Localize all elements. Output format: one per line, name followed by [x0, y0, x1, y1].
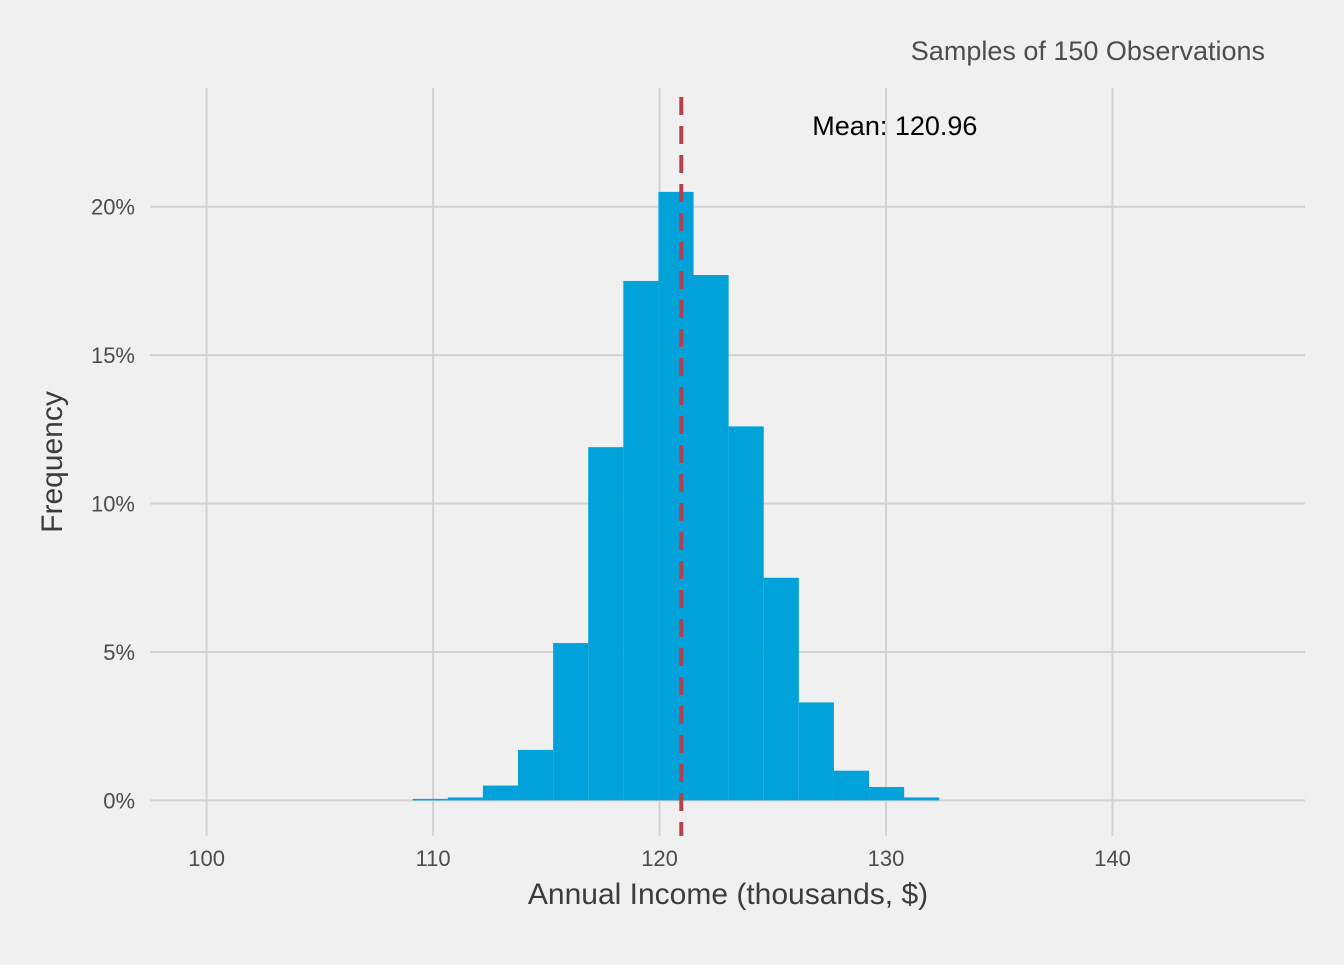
histogram-bar — [763, 577, 799, 801]
histogram-bar — [798, 702, 834, 801]
histogram-bar — [693, 275, 729, 801]
histogram-bars — [412, 191, 940, 801]
y-tick-label: 10% — [91, 492, 135, 517]
y-tick-label: 15% — [91, 343, 135, 368]
histogram-bar — [904, 797, 940, 801]
mean-label: Mean: 120.96 — [812, 111, 977, 141]
histogram-bar — [588, 447, 624, 801]
histogram-bar — [518, 749, 554, 801]
x-tick-label: 130 — [868, 846, 905, 871]
histogram-bar — [728, 426, 764, 801]
histogram-bar — [623, 280, 659, 801]
histogram-bar — [658, 191, 694, 801]
chart-title: Samples of 150 Observations — [911, 36, 1265, 66]
histogram-bar — [447, 797, 483, 801]
x-tick-label: 100 — [188, 846, 225, 871]
x-tick-label: 140 — [1094, 846, 1131, 871]
x-axis-title: Annual Income (thousands, $) — [528, 878, 928, 911]
tick-labels: 100 110 120 130 140 0% 5% 10% 15% 20% — [91, 195, 1131, 871]
mean-marker: Mean: 120.96 — [679, 97, 977, 836]
histogram-bar — [553, 643, 589, 801]
histogram-bar — [482, 785, 519, 801]
histogram-bar — [869, 787, 905, 801]
histogram-bar — [833, 770, 870, 801]
y-tick-label: 20% — [91, 195, 135, 220]
y-axis-title: Frequency — [36, 391, 69, 533]
y-tick-label: 0% — [103, 788, 135, 813]
x-tick-label: 120 — [641, 846, 678, 871]
x-tick-label: 110 — [416, 846, 451, 871]
histogram-bar — [412, 798, 448, 801]
y-tick-label: 5% — [103, 640, 135, 665]
